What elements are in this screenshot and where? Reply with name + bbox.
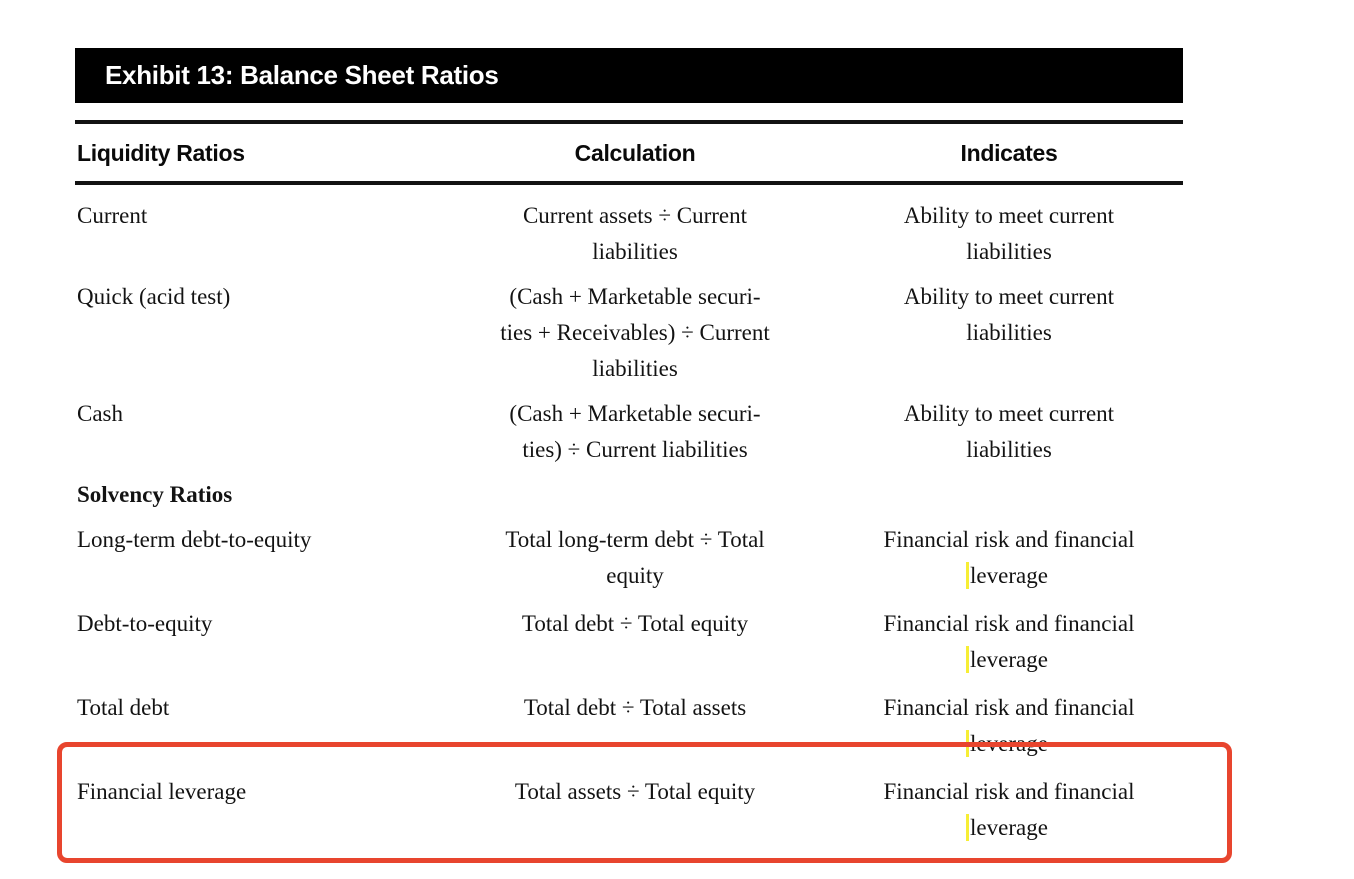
- section-header-row: Solvency Ratios: [75, 477, 1183, 513]
- table-row: Financial leverage Total assets ÷ Total …: [75, 774, 1183, 846]
- calculation-cell: Current assets ÷ Current liabilities: [522, 203, 748, 264]
- ratio-name: Debt-to-equity: [77, 611, 213, 636]
- highlight-tick-leverage: leverage: [966, 558, 1048, 594]
- calculation-cell: (Cash + Marketable securi- ties) ÷ Curre…: [509, 401, 761, 462]
- indicates-cell: Financial risk and financial leverage: [835, 774, 1183, 846]
- annotation-rectangle: [57, 742, 1232, 863]
- exhibit-title: Exhibit 13: Balance Sheet Ratios: [105, 60, 499, 90]
- table-body: Current Current assets ÷ Current liabili…: [75, 185, 1183, 863]
- table-header-row: Liquidity Ratios Calculation Indicates: [75, 124, 1183, 181]
- ratio-name: Long-term debt-to-equity: [77, 527, 312, 552]
- table-row: Quick (acid test) (Cash + Marketable sec…: [75, 279, 1183, 387]
- indicates-cell: Ability to meet current liabilities: [903, 203, 1115, 264]
- ratio-cell: Financial leverage: [75, 774, 435, 846]
- ratio-name: Quick (acid test): [77, 284, 231, 309]
- calculation-cell: Total debt ÷ Total equity: [521, 611, 749, 636]
- ratio-cell: Long-term debt-to-equity: [75, 522, 435, 594]
- highlight-tick-leverage: leverage: [966, 810, 1048, 846]
- table-row: Current Current assets ÷ Current liabili…: [75, 198, 1183, 270]
- ratio-name: Total debt: [77, 695, 170, 720]
- section-header: Solvency Ratios: [77, 482, 233, 507]
- table-rule-under-header: [75, 181, 1183, 185]
- ratio-cell: Quick (acid test): [75, 279, 435, 387]
- indicates-cell: Ability to meet current liabilities: [903, 284, 1115, 345]
- calculation-cell: Total assets ÷ Total equity: [514, 779, 756, 804]
- balance-sheet-ratios-table: Liquidity Ratios Calculation Indicates C…: [75, 120, 1183, 863]
- highlight-tick-leverage: leverage: [966, 642, 1048, 678]
- ratio-name: Current: [77, 203, 148, 228]
- table-row: Total debt Total debt ÷ Total assets Fin…: [75, 690, 1183, 762]
- calculation-cell: Total long-term debt ÷ Total equity: [505, 527, 765, 588]
- ratio-cell: Cash: [75, 396, 435, 468]
- indicates-cell: Financial risk and financial leverage: [835, 522, 1183, 594]
- ratio-cell: Debt-to-equity: [75, 606, 435, 678]
- exhibit-title-bar: Exhibit 13: Balance Sheet Ratios: [75, 48, 1183, 103]
- table-row: Debt-to-equity Total debt ÷ Total equity…: [75, 606, 1183, 678]
- ratio-cell: Current: [75, 198, 435, 270]
- calculation-cell: Total debt ÷ Total assets: [523, 695, 747, 720]
- table-row: Cash (Cash + Marketable securi- ties) ÷ …: [75, 396, 1183, 468]
- column-header-liquidity-ratios: Liquidity Ratios: [77, 140, 245, 166]
- ratio-name: Cash: [77, 401, 123, 426]
- column-header-indicates: Indicates: [960, 140, 1058, 166]
- table-row: Long-term debt-to-equity Total long-term…: [75, 522, 1183, 594]
- indicates-cell: Financial risk and financial leverage: [835, 606, 1183, 678]
- ratio-name: Financial leverage: [77, 779, 247, 804]
- indicates-cell: Ability to meet current liabilities: [903, 401, 1115, 462]
- table-rule-top: [75, 120, 1183, 124]
- calculation-cell: (Cash + Marketable securi- ties + Receiv…: [500, 284, 770, 381]
- ratio-cell: Total debt: [75, 690, 435, 762]
- column-header-calculation: Calculation: [574, 140, 696, 166]
